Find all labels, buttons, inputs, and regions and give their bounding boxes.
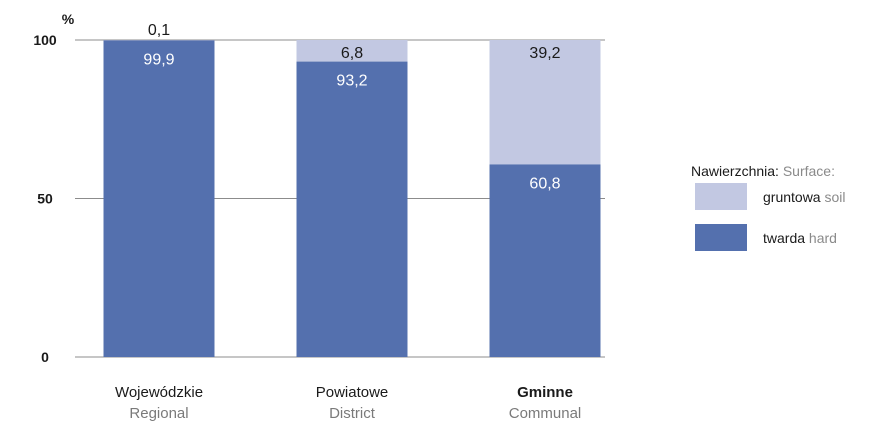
bars bbox=[103, 40, 601, 357]
category-label-en: Communal bbox=[509, 405, 582, 422]
bar-hard-district bbox=[296, 61, 408, 357]
y-tick-label: 50 bbox=[37, 191, 53, 207]
category-labels: Wojewódzkie Regional Powiatowe District Gmin… bbox=[115, 384, 581, 422]
y-tick-label: 100 bbox=[33, 32, 57, 48]
legend-label-soil: gruntowa soil bbox=[763, 189, 846, 205]
value-label-soil: 0,1 bbox=[148, 22, 170, 39]
value-label-hard: 93,2 bbox=[336, 73, 367, 90]
category-label-pl: Gminne bbox=[517, 384, 573, 401]
legend-label-hard: twarda hard bbox=[763, 230, 837, 246]
value-label-hard: 60,8 bbox=[529, 175, 560, 192]
category-label-pl: Wojewódzkie bbox=[115, 384, 203, 401]
value-label-soil: 39,2 bbox=[529, 45, 560, 62]
value-labels: 99,9 0,1 93,2 6,8 60,8 39,2 bbox=[143, 22, 560, 192]
value-label-hard: 99,9 bbox=[143, 51, 174, 68]
value-label-soil: 6,8 bbox=[341, 45, 363, 62]
category-label-en: Regional bbox=[129, 405, 188, 422]
bar-hard-communal bbox=[489, 164, 601, 357]
y-axis-unit: % bbox=[62, 11, 75, 27]
legend: Nawierzchnia: Surface: gruntowa soil tward… bbox=[691, 163, 846, 251]
y-tick-label: 0 bbox=[41, 349, 49, 365]
legend-swatch-hard bbox=[695, 224, 747, 251]
bar-soil-district bbox=[296, 40, 408, 62]
legend-swatch-soil bbox=[695, 183, 747, 210]
category-label-pl: Powiatowe bbox=[316, 384, 389, 401]
bar-hard-regional bbox=[103, 40, 215, 357]
legend-title: Nawierzchnia: Surface: bbox=[691, 163, 835, 179]
y-axis-ticks: 0 50 100 bbox=[33, 32, 57, 365]
category-label-en: District bbox=[329, 405, 376, 422]
bar-soil-communal bbox=[489, 40, 601, 165]
